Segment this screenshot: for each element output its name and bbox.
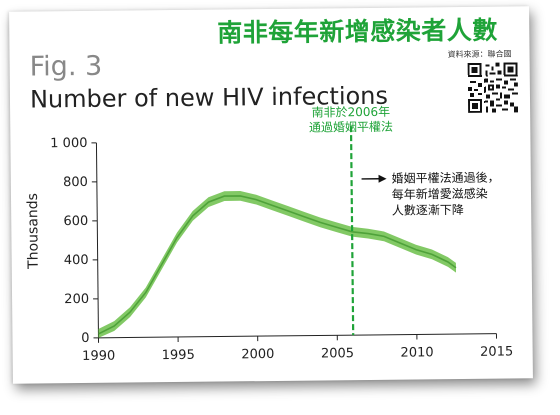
y-tick-label: 800 [63, 175, 88, 190]
policy-annotation-text: 通過婚姻平權法 [309, 119, 393, 135]
x-tick-label: 1990 [82, 349, 115, 364]
chart-plot: 0 200 400 600 800 1 000 1990 1995 2000 2005 2010 2… [25, 104, 513, 364]
y-tick-label: 400 [64, 253, 89, 268]
policy-annotation-text: 南非於2006年 [312, 104, 391, 120]
chart-card: 南非每年新增感染者人數 資料來源：聯合國 Fig. 3 Number of ne… [9, 6, 533, 384]
y-tick-label: 0 [81, 331, 89, 346]
x-tick-label: 1995 [162, 348, 195, 363]
axes [95, 142, 497, 339]
trend-annotation-text: 每年新增愛滋感染 [392, 186, 488, 202]
series-group [98, 191, 457, 338]
y-ticks: 0 200 400 600 800 1 000 [50, 136, 99, 346]
x-tick-label: 2000 [241, 347, 274, 362]
series-line [98, 195, 457, 335]
arrow-head-icon [378, 174, 387, 183]
trend-annotation-text: 婚姻平權法通過後， [391, 170, 499, 186]
policy-year-line [349, 126, 355, 336]
y-axis-label: Thousands [25, 193, 42, 270]
y-tick-label: 1 000 [50, 136, 87, 151]
y-axis-line [95, 142, 99, 338]
qr-code-icon[interactable] [467, 62, 519, 113]
x-tick-label: 2005 [321, 346, 354, 361]
x-tick-label: 2010 [400, 345, 433, 360]
x-ticks: 1990 1995 2000 2005 2010 2015 [82, 333, 513, 364]
y-tick-label: 200 [64, 292, 89, 307]
y-tick-label: 600 [63, 214, 88, 229]
trend-annotation-text: 人數逐漸下降 [392, 203, 464, 218]
x-axis-line [98, 333, 497, 339]
x-tick-label: 2015 [480, 344, 513, 359]
